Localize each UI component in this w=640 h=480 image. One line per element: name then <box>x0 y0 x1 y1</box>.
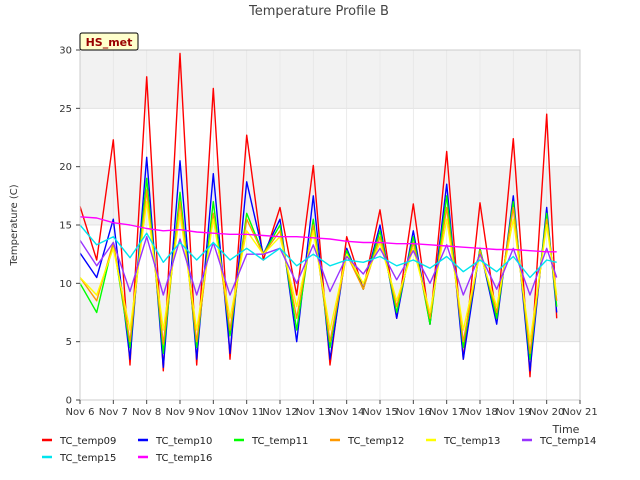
legend-label: TC_temp11 <box>251 436 308 447</box>
x-axis-label: Time <box>552 423 580 436</box>
legend-label: TC_temp09 <box>59 436 116 447</box>
x-tick-label: Nov 10 <box>196 407 231 418</box>
legend-item: TC_temp09 <box>42 436 116 447</box>
y-tick-label: 15 <box>59 221 72 232</box>
annotation-text: HS_met <box>86 36 133 49</box>
x-tick-label: Nov 8 <box>132 407 161 418</box>
y-tick-label: 0 <box>66 396 72 407</box>
x-tick-label: Nov 11 <box>229 407 264 418</box>
series-line-TC_temp14 <box>79 235 558 296</box>
y-tick-label: 30 <box>59 46 72 57</box>
x-tick-label: Nov 17 <box>429 407 464 418</box>
x-tick-label: Nov 14 <box>329 407 364 418</box>
legend-label: TC_temp13 <box>443 436 500 447</box>
y-tick-label: 20 <box>59 162 72 173</box>
background-band <box>80 50 580 109</box>
x-tick-label: Nov 21 <box>562 407 597 418</box>
series-line-TC_temp15 <box>79 224 557 279</box>
x-tick-label: Nov 18 <box>462 407 497 418</box>
x-tick-label: Nov 12 <box>262 407 297 418</box>
legend: TC_temp09 TC_temp10 TC_temp11 TC_temp12 TC_t… <box>42 436 596 464</box>
legend-item: TC_temp11 <box>234 436 308 447</box>
legend-label: TC_temp12 <box>347 436 404 447</box>
x-tick-label: Nov 20 <box>529 407 564 418</box>
y-axis-label: Temperature (C) <box>9 184 20 266</box>
series-line-TC_temp16 <box>79 216 557 253</box>
chart-title: Temperature Profile B <box>248 4 389 19</box>
legend-label: TC_temp14 <box>539 436 596 447</box>
x-tick-label: Nov 7 <box>99 407 128 418</box>
series-line-TC_temp13 <box>79 200 558 343</box>
y-tick-label: 5 <box>66 337 72 348</box>
legend-item: TC_temp15 <box>42 453 116 464</box>
legend-label: TC_temp16 <box>155 453 212 464</box>
y-axis: 0 5 10 15 20 25 30 <box>59 46 80 407</box>
y-tick-label: 10 <box>59 279 72 290</box>
legend-label: TC_temp15 <box>59 453 116 464</box>
x-tick-label: Nov 16 <box>396 407 431 418</box>
legend-label: TC_temp10 <box>155 436 212 447</box>
background-band <box>80 166 580 225</box>
series-layer <box>79 52 558 378</box>
x-tick-label: Nov 9 <box>165 407 194 418</box>
annotation-badge: HS_met <box>79 32 139 51</box>
x-tick-label: Nov 13 <box>296 407 331 418</box>
y-tick-label: 25 <box>59 104 72 115</box>
x-tick-label: Nov 15 <box>362 407 397 418</box>
legend-item: TC_temp13 <box>426 436 500 447</box>
x-tick-label: Nov 19 <box>496 407 531 418</box>
legend-item: TC_temp12 <box>330 436 404 447</box>
legend-item: TC_temp16 <box>138 453 212 464</box>
legend-item: TC_temp14 <box>522 436 596 447</box>
legend-item: TC_temp10 <box>138 436 212 447</box>
x-tick-label: Nov 6 <box>65 407 94 418</box>
